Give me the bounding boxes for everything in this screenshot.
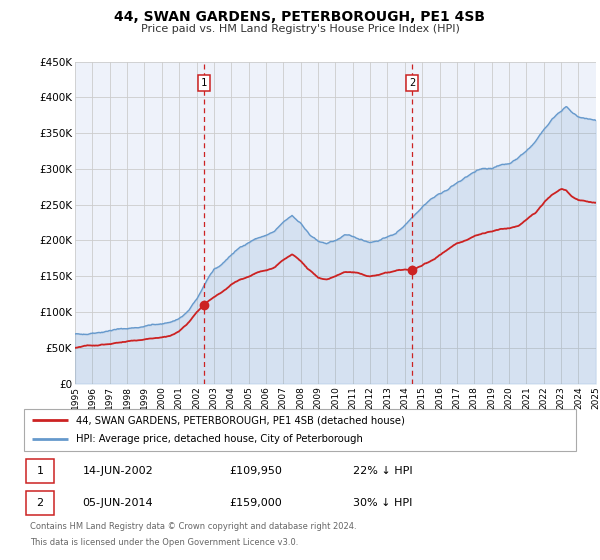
Text: 44, SWAN GARDENS, PETERBOROUGH, PE1 4SB: 44, SWAN GARDENS, PETERBOROUGH, PE1 4SB bbox=[115, 10, 485, 24]
Text: 2: 2 bbox=[37, 498, 44, 508]
Bar bbox=[26, 491, 55, 515]
Text: 44, SWAN GARDENS, PETERBOROUGH, PE1 4SB (detached house): 44, SWAN GARDENS, PETERBOROUGH, PE1 4SB … bbox=[76, 415, 406, 425]
Bar bbox=[26, 459, 55, 483]
Text: Price paid vs. HM Land Registry's House Price Index (HPI): Price paid vs. HM Land Registry's House … bbox=[140, 24, 460, 34]
Text: Contains HM Land Registry data © Crown copyright and database right 2024.: Contains HM Land Registry data © Crown c… bbox=[30, 522, 356, 531]
Text: 2: 2 bbox=[409, 78, 415, 88]
Text: HPI: Average price, detached house, City of Peterborough: HPI: Average price, detached house, City… bbox=[76, 435, 364, 445]
Text: This data is licensed under the Open Government Licence v3.0.: This data is licensed under the Open Gov… bbox=[30, 538, 298, 547]
Text: 1: 1 bbox=[37, 466, 44, 476]
Text: 22% ↓ HPI: 22% ↓ HPI bbox=[353, 466, 413, 476]
Text: 14-JUN-2002: 14-JUN-2002 bbox=[82, 466, 153, 476]
Text: 30% ↓ HPI: 30% ↓ HPI bbox=[353, 498, 412, 508]
Text: £109,950: £109,950 bbox=[229, 466, 282, 476]
Text: 1: 1 bbox=[201, 78, 208, 88]
Text: £159,000: £159,000 bbox=[229, 498, 282, 508]
Text: 05-JUN-2014: 05-JUN-2014 bbox=[83, 498, 153, 508]
